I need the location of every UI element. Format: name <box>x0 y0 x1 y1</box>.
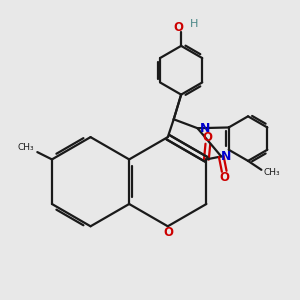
Text: O: O <box>219 171 229 184</box>
Text: H: H <box>190 19 198 29</box>
Text: CH₃: CH₃ <box>18 142 34 152</box>
Text: N: N <box>200 122 210 135</box>
Text: O: O <box>203 131 213 144</box>
Text: CH₃: CH₃ <box>264 168 280 177</box>
Text: O: O <box>164 226 174 239</box>
Text: N: N <box>220 150 231 163</box>
Text: O: O <box>174 21 184 34</box>
